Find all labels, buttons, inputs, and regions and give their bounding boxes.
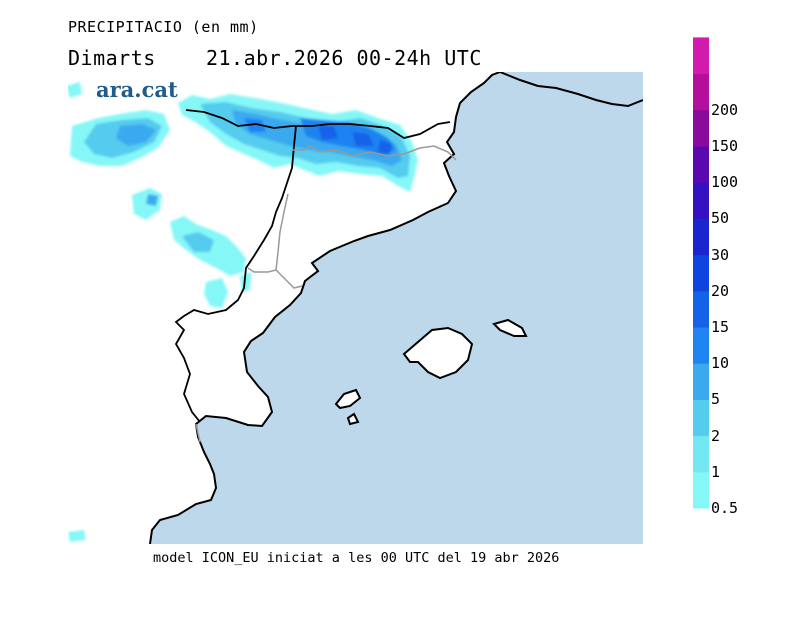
model-note: model ICON_EU iniciat a les 00 UTC del 1… bbox=[153, 550, 560, 566]
legend-label-5: 5 bbox=[711, 390, 721, 409]
legend-swatch-200 bbox=[693, 73, 709, 111]
legend-label-30: 30 bbox=[711, 245, 730, 264]
legend-label-2: 2 bbox=[711, 426, 721, 445]
legend-label-1: 1 bbox=[711, 462, 721, 481]
legend-label-100: 100 bbox=[711, 173, 739, 192]
precip-cell bbox=[240, 272, 252, 292]
forecast-date: 21.abr.2026 bbox=[205, 46, 344, 70]
legend-swatch-2 bbox=[693, 399, 709, 437]
province-border bbox=[247, 193, 289, 273]
precipitation-overlay bbox=[68, 82, 418, 542]
island-mallorca bbox=[402, 326, 474, 380]
precip-cell bbox=[378, 140, 392, 154]
legend-swatch-30 bbox=[693, 218, 709, 256]
ara-cat-logo: ara.cat bbox=[96, 77, 178, 102]
legend-label-0-5: 0.5 bbox=[711, 499, 739, 517]
precip-area-west bbox=[116, 124, 156, 146]
province-border bbox=[195, 423, 201, 443]
legend-label-10: 10 bbox=[711, 354, 730, 373]
coastline bbox=[149, 72, 501, 544]
province-border bbox=[275, 269, 303, 289]
legend-swatch-100 bbox=[693, 146, 709, 183]
precip-cell bbox=[318, 126, 338, 140]
precip-cell bbox=[68, 82, 82, 98]
map-title: PRECIPITACIO (en mm) bbox=[68, 18, 259, 36]
legend-swatch-5 bbox=[693, 363, 709, 400]
legend-label-50: 50 bbox=[711, 209, 730, 228]
legend-swatch-max bbox=[693, 37, 709, 75]
region-border bbox=[174, 125, 297, 423]
precipitation-legend-bar bbox=[693, 37, 709, 509]
legend-label-20: 20 bbox=[711, 281, 730, 300]
precip-cell bbox=[68, 530, 86, 542]
legend-swatch-15 bbox=[693, 290, 709, 328]
legend-swatch-10 bbox=[693, 327, 709, 364]
mediterranean-sea bbox=[150, 72, 643, 544]
legend-label-15: 15 bbox=[711, 318, 730, 336]
precip-cell bbox=[352, 132, 374, 146]
country-border bbox=[185, 109, 451, 139]
legend-swatch-20 bbox=[693, 254, 709, 292]
precip-cell bbox=[182, 232, 214, 252]
precip-cell bbox=[146, 194, 158, 206]
precip-cell bbox=[204, 278, 228, 308]
island-formentera bbox=[346, 412, 360, 426]
legend-swatch-150 bbox=[693, 109, 709, 147]
legend-swatch-0-5 bbox=[693, 471, 709, 509]
coastline-north bbox=[499, 72, 643, 108]
province-border bbox=[292, 145, 457, 161]
forecast-period: 00-24h UTC bbox=[356, 46, 482, 70]
legend-swatch-50 bbox=[693, 182, 709, 219]
legend-swatch-1 bbox=[693, 435, 709, 473]
island-ibiza bbox=[334, 388, 362, 410]
island-menorca bbox=[492, 318, 528, 337]
legend-label-200: 200 bbox=[711, 100, 739, 119]
map-subtitle: Dimarts 21.abr.2026 00-24h UTC bbox=[68, 46, 482, 70]
day-name: Dimarts bbox=[68, 46, 156, 70]
legend-label-150: 150 bbox=[711, 137, 739, 155]
